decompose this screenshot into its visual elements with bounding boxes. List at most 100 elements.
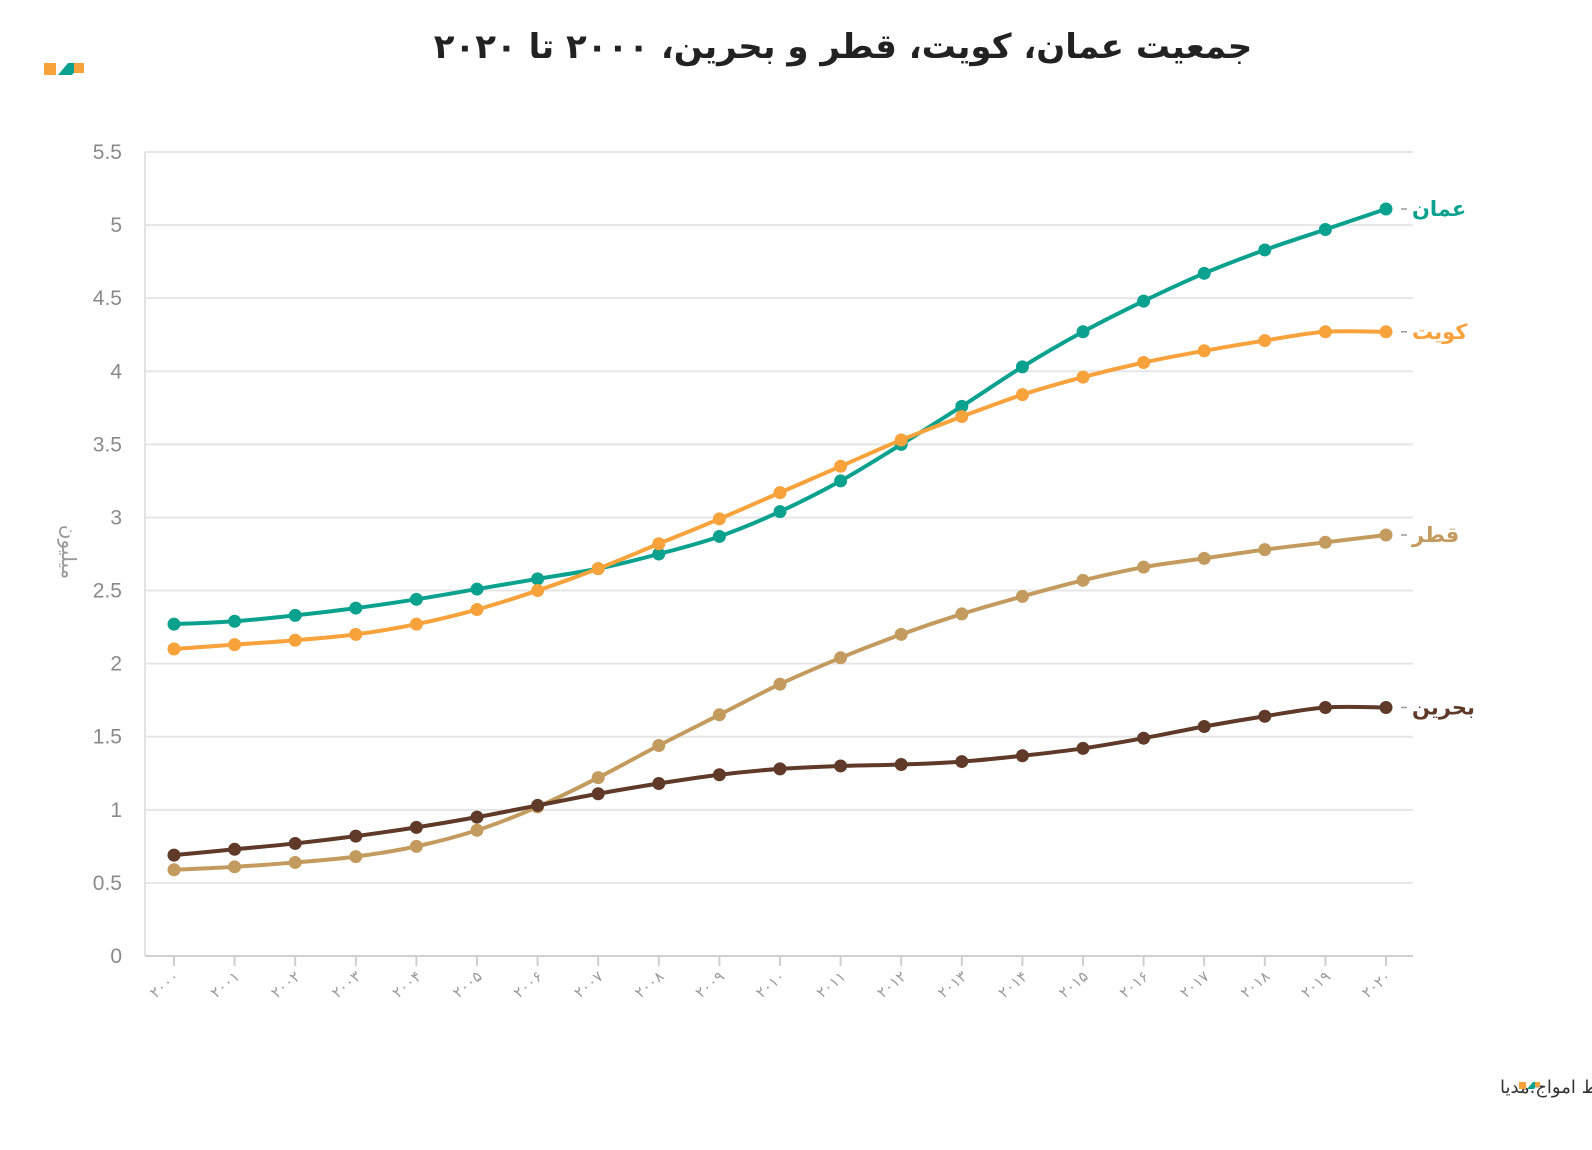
x-tick-label: ۲۰۱۸ (1237, 967, 1273, 1002)
x-tick-label: ۲۰۰۶ (510, 967, 546, 1002)
y-axis-label: میلیون (57, 525, 81, 579)
data-point (228, 614, 242, 628)
data-point (773, 677, 787, 691)
series-label: عمان (1412, 197, 1466, 221)
y-axis-ticks: 0 0.5 1 1.5 2 2.5 3 3.5 4 4.5 5 5.5 (93, 141, 123, 968)
data-point (167, 848, 181, 862)
x-tick-label: ۲۰۱۵ (1055, 967, 1091, 1002)
data-point (712, 512, 726, 526)
y-tick-label: 2.5 (93, 580, 122, 603)
data-point (470, 823, 484, 837)
series-3 (167, 528, 1393, 877)
data-point (228, 842, 242, 856)
data-point (288, 633, 302, 647)
data-point (591, 771, 605, 785)
x-tick-label: ۲۰۰۵ (449, 967, 485, 1002)
series-line (173, 207, 1387, 627)
data-point (1258, 709, 1272, 723)
data-point (591, 787, 605, 801)
data-point (652, 738, 666, 752)
x-tick-label: ۲۰۱۰ (752, 967, 788, 1002)
data-point (1258, 334, 1272, 348)
data-point (470, 582, 484, 596)
data-point (349, 850, 363, 864)
data-point (955, 399, 969, 413)
data-point (228, 860, 242, 874)
data-point (652, 537, 666, 551)
data-point (1258, 543, 1272, 557)
data-point (591, 562, 605, 576)
data-point (167, 642, 181, 656)
x-tick-label: ۲۰۰۴ (389, 967, 425, 1002)
data-point (1258, 243, 1272, 257)
data-point (349, 627, 363, 641)
data-point (1015, 749, 1029, 763)
amvaj-footer-logo-icon (1519, 1082, 1540, 1089)
x-tick-label: ۲۰۰۸ (631, 967, 667, 1002)
data-point (409, 592, 423, 606)
data-point (1015, 388, 1029, 402)
data-point (652, 777, 666, 791)
data-point (288, 855, 302, 869)
x-tick-label: ۲۰۰۰ (146, 967, 182, 1002)
data-point (894, 433, 908, 447)
data-point (1318, 222, 1332, 236)
data-point (1379, 700, 1393, 714)
x-axis-ticks: ۲۰۰۰ ۲۰۰۱ ۲۰۰۲ ۲۰۰۳ ۲۰۰۴ ۲۰۰۵ ۲۰۰۶ ۲۰۰۷ ۲۰۰۸ ۲۰۰۹… (146, 956, 1395, 1002)
data-point (1076, 573, 1090, 587)
data-point (1137, 294, 1151, 308)
y-tick-label: 4 (110, 360, 122, 383)
data-point (349, 829, 363, 843)
data-point (712, 529, 726, 543)
source-text: منبع: داده‌های آزاد بانک جهانی • تولیدشد… (1500, 1075, 1592, 1098)
data-point (834, 651, 848, 665)
data-point (652, 547, 666, 561)
data-point (894, 627, 908, 641)
data-point (228, 638, 242, 652)
chart-title: جمعیت عمان، کویت، قطر و بحرین، ۲۰۰۰ تا ۲… (434, 27, 1252, 67)
data-point (1015, 360, 1029, 374)
data-point (1318, 535, 1332, 549)
y-tick-label: 4.5 (93, 287, 122, 310)
y-tick-label: 0.5 (93, 872, 122, 895)
data-point (409, 820, 423, 834)
data-point (712, 708, 726, 722)
data-point (1197, 344, 1211, 358)
data-point (1076, 325, 1090, 339)
data-point (1076, 741, 1090, 755)
data-point (409, 617, 423, 631)
y-tick-label: 3.5 (93, 433, 122, 456)
data-point (1137, 356, 1151, 370)
data-point (894, 758, 908, 772)
series-2 (167, 325, 1393, 656)
series-labels: عمان کویت قطر بحرین (1401, 197, 1475, 719)
y-tick-label: 1 (110, 799, 122, 822)
x-tick-label: ۲۰۱۱ (813, 967, 849, 1002)
x-tick-label: ۲۰۰۹ (692, 967, 728, 1002)
series-line (173, 533, 1387, 872)
series-group (167, 202, 1393, 877)
data-point (1379, 325, 1393, 339)
data-point (834, 474, 848, 488)
x-tick-label: ۲۰۰۷ (571, 967, 607, 1002)
data-point (531, 798, 545, 812)
amvaj-logo-icon (44, 63, 84, 75)
data-point (1197, 266, 1211, 280)
x-tick-label: ۲۰۱۲ (874, 967, 910, 1002)
series-label: بحرین (1412, 695, 1475, 719)
data-point (773, 486, 787, 500)
data-point (288, 608, 302, 622)
y-tick-label: 0 (110, 945, 122, 968)
data-point (1379, 528, 1393, 542)
x-tick-label: ۲۰۱۴ (995, 967, 1031, 1002)
x-tick-label: ۲۰۱۶ (1116, 967, 1152, 1002)
x-tick-label: ۲۰۱۳ (934, 967, 970, 1002)
x-tick-label: ۲۰۰۲ (268, 967, 304, 1002)
y-tick-label: 2 (110, 653, 122, 676)
data-point (1197, 551, 1211, 565)
y-tick-label: 5.5 (93, 141, 122, 164)
x-tick-label: ۲۰۰۱ (207, 967, 243, 1002)
y-tick-label: 5 (110, 214, 122, 237)
axes (144, 152, 1413, 957)
